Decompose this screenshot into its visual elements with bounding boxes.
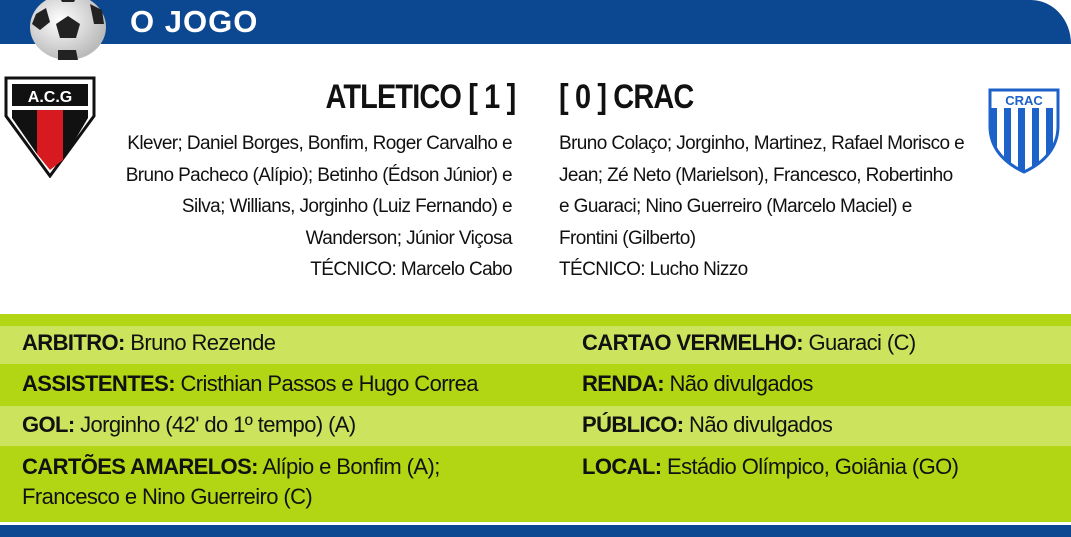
venue: LOCAL: Estádio Olímpico, Goiânia (GO) [582,454,959,479]
atletico-crest: A.C.G [4,76,96,178]
svg-text:A.C.G: A.C.G [28,89,72,106]
away-lineup: Bruno Colaço; Jorginho, Martinez, Rafael… [559,128,965,286]
home-lineup: Klever; Daniel Borges, Bonfim, Roger Car… [125,128,513,286]
lineup-line: Frontini (Gilberto) [559,227,696,249]
lineup-line: Bruno Colaço; Jorginho, Martinez, Rafael… [559,133,965,154]
footer-bar [0,525,1071,537]
home-team-score: ATLETICO [ 1 ] [325,78,516,116]
away-team-score: [ 0 ] CRAC [559,78,694,116]
home-coach: TÉCNICO: Marcelo Cabo [310,259,512,280]
attendance: PÚBLICO: Não divulgados [582,412,833,437]
away-coach: TÉCNICO: Lucho Nizzo [559,259,748,280]
lineup-line: e Guaraci; Nino Guerreiro (Marcelo Macie… [559,196,912,217]
lineup-line: Bruno Pacheco (Alípio); Betinho (Édson J… [125,164,513,186]
header-bar: O JOGO [0,0,1071,44]
info-row-band [0,326,1071,364]
info-row-band [0,406,1071,446]
red-card: CARTAO VERMELHO: Guaraci (C) [582,330,916,355]
header-title: O JOGO [130,4,259,39]
referee: ARBITRO: Bruno Rezende [22,330,276,355]
goal: GOL: Jorginho (42' do 1º tempo) (A) [22,412,356,437]
soccer-ball-icon [30,0,106,60]
lineup-line: Wanderson; Júnior Viçosa [305,227,513,249]
assistants: ASSISTENTES: Cristhian Passos e Hugo Cor… [22,371,479,396]
revenue: RENDA: Não divulgados [582,371,813,396]
yellow-cards: CARTÕES AMARELOS: Alípio e Bonfim (A); Fr… [22,454,440,509]
svg-text:CRAC: CRAC [1005,93,1043,108]
crac-crest: CRAC [988,88,1060,174]
lineup-line: Klever; Daniel Borges, Bonfim, Roger Car… [127,133,512,154]
lineup-line: Silva; Willians, Jorginho (Luiz Fernando… [181,196,513,217]
lineup-line: Jean; Zé Neto (Marielson), Francesco, Ro… [559,164,953,186]
